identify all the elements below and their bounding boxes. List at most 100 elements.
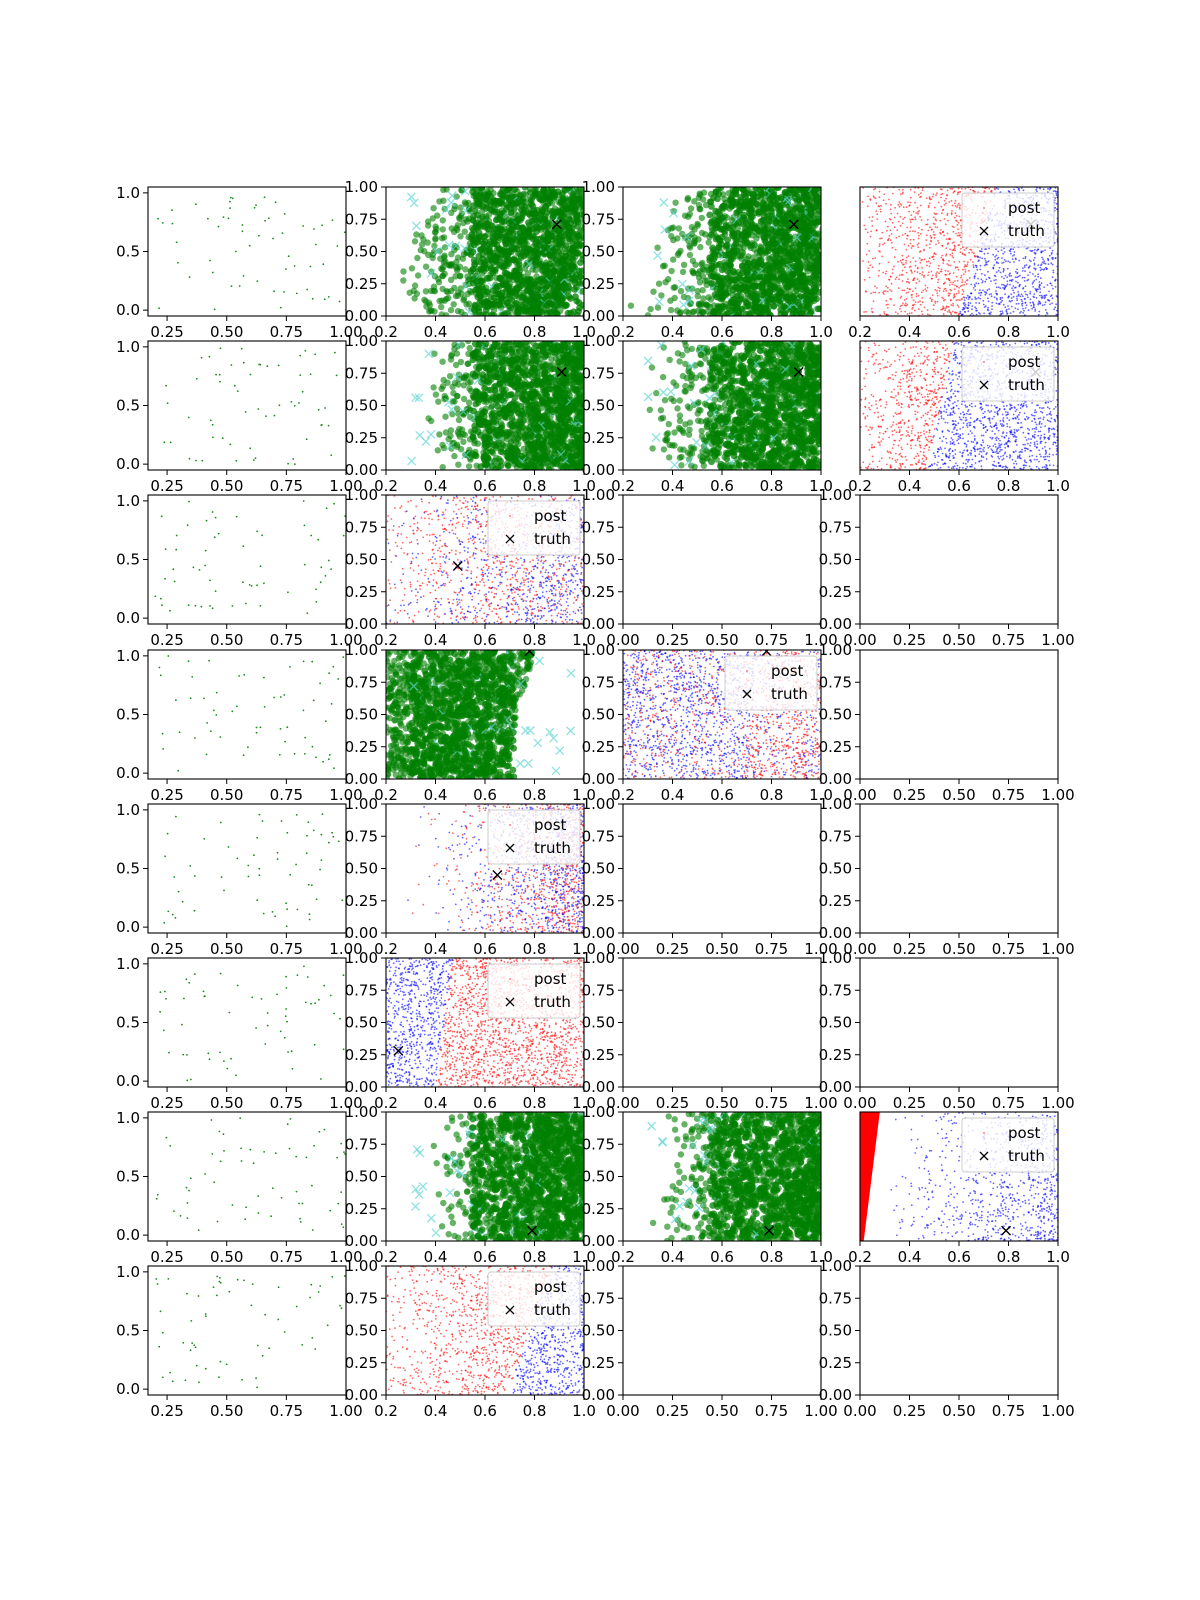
posterior-point	[559, 196, 567, 203]
posterior-point	[935, 273, 938, 275]
posterior-point	[1008, 249, 1011, 252]
posterior-point	[680, 293, 688, 301]
posterior-point	[978, 250, 981, 252]
posterior-point	[907, 244, 910, 247]
posterior-point	[1032, 286, 1035, 288]
posterior-point	[1021, 276, 1024, 279]
posterior-point	[759, 190, 767, 198]
posterior-point	[799, 272, 807, 280]
posterior-point	[980, 291, 983, 294]
posterior-point	[954, 284, 956, 287]
posterior-point	[709, 308, 717, 316]
posterior-point	[764, 241, 772, 249]
posterior-point	[895, 236, 898, 239]
posterior-point	[901, 280, 904, 282]
posterior-point	[866, 231, 869, 234]
posterior-point	[576, 273, 584, 281]
posterior-point	[685, 309, 692, 316]
posterior-point	[893, 265, 895, 268]
posterior-point	[920, 219, 923, 221]
posterior-point	[997, 250, 1000, 253]
posterior-point	[974, 306, 976, 309]
prior-marker	[409, 198, 419, 208]
posterior-point	[905, 259, 908, 262]
prior-marker	[684, 285, 694, 295]
posterior-point	[928, 202, 931, 205]
posterior-point	[888, 278, 890, 281]
posterior-point	[997, 188, 999, 190]
posterior-point	[425, 299, 433, 306]
posterior-point	[956, 285, 958, 288]
posterior-point	[1003, 247, 1005, 250]
posterior-point	[709, 244, 716, 252]
posterior-point	[940, 196, 942, 199]
data-point	[315, 243, 317, 246]
x-tick-label: 0.2	[374, 323, 398, 341]
subplot-r0-c2: 0.2 0.4 0.6 0.8 1.00.000.250.500.751.00	[582, 178, 833, 341]
posterior-point	[945, 305, 948, 308]
posterior-point	[878, 250, 880, 252]
posterior-point	[936, 226, 939, 229]
posterior-point	[866, 242, 869, 245]
posterior-point	[802, 286, 810, 293]
posterior-point	[473, 224, 480, 231]
posterior-point	[1047, 263, 1050, 265]
posterior-point	[885, 313, 888, 316]
posterior-point	[726, 277, 734, 285]
posterior-point	[775, 295, 783, 302]
posterior-point	[559, 265, 567, 272]
posterior-point	[929, 226, 931, 229]
posterior-point	[730, 299, 738, 307]
posterior-point	[785, 189, 793, 197]
posterior-point	[941, 308, 944, 311]
posterior-point	[1021, 300, 1023, 303]
posterior-point	[429, 251, 436, 258]
posterior-point	[929, 243, 931, 246]
truth-marker	[551, 219, 562, 230]
posterior-point	[936, 300, 939, 303]
posterior-point	[816, 202, 821, 210]
posterior-point	[953, 241, 955, 244]
prior-marker	[406, 192, 416, 202]
posterior-point	[702, 201, 710, 209]
posterior-point	[994, 258, 997, 261]
data-point	[217, 225, 220, 228]
posterior-point	[699, 259, 706, 267]
posterior-point	[698, 229, 706, 237]
posterior-point	[927, 274, 929, 276]
posterior-point	[1023, 280, 1026, 282]
posterior-point	[866, 205, 869, 208]
posterior-point	[897, 287, 900, 289]
posterior-point	[932, 193, 935, 196]
posterior-point	[967, 304, 970, 307]
posterior-point	[944, 309, 946, 312]
posterior-point	[904, 304, 906, 307]
posterior-point	[955, 299, 958, 302]
posterior-point	[987, 260, 990, 263]
posterior-point	[743, 268, 750, 276]
posterior-point	[773, 240, 781, 248]
posterior-point	[890, 298, 893, 301]
posterior-point	[470, 237, 477, 245]
posterior-point	[921, 187, 924, 189]
posterior-point	[974, 289, 977, 291]
posterior-point	[903, 243, 906, 246]
posterior-point	[1056, 208, 1058, 211]
posterior-point	[1038, 313, 1040, 316]
posterior-point	[935, 212, 938, 215]
posterior-point	[1040, 282, 1043, 285]
posterior-point	[1042, 250, 1044, 253]
posterior-point	[903, 299, 906, 301]
data-point	[336, 245, 339, 247]
posterior-point	[964, 268, 967, 271]
posterior-point	[728, 202, 735, 210]
posterior-point	[503, 271, 510, 278]
posterior-point	[489, 259, 497, 266]
posterior-point	[882, 199, 885, 202]
posterior-point	[949, 248, 951, 251]
posterior-point	[532, 267, 540, 274]
posterior-point	[932, 255, 935, 258]
posterior-point	[960, 298, 963, 301]
posterior-point	[874, 187, 877, 190]
data-point	[264, 219, 266, 222]
